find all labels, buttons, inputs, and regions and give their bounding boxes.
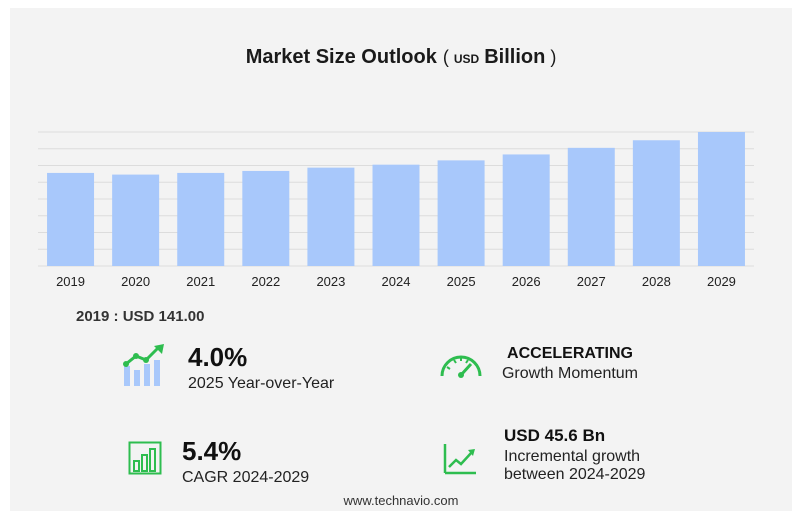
x-tick-label: 2023 <box>316 274 345 289</box>
bar-2021 <box>177 172 225 266</box>
chart-panel: Market Size Outlook( USD Billion ) 2019 2… <box>10 8 792 511</box>
x-tick-label: 2019 <box>56 274 85 289</box>
bar-2024 <box>372 164 420 266</box>
kpi-yoy: 4.0% 2025 Year-over-Year <box>188 342 334 393</box>
growth-chart-icon <box>123 344 164 386</box>
x-tick-label: 2029 <box>707 274 736 289</box>
bar-2029 <box>697 132 745 266</box>
kpi-incremental-value: USD 45.6 Bn <box>504 426 645 446</box>
bar-2028 <box>632 140 680 266</box>
kpi-cagr-caption: CAGR 2024-2029 <box>182 469 310 486</box>
x-tick-label: 2021 <box>186 274 215 289</box>
kpi-incremental-prefix: USD <box>504 426 540 445</box>
kpi-incremental-amount: 45.6 Bn <box>544 426 606 445</box>
kpi-incremental: USD 45.6 Bn Incremental growth between 2… <box>504 426 645 484</box>
kpi-incremental-caption-1: Incremental growth <box>504 448 641 465</box>
bar-2023 <box>307 167 355 266</box>
title-text: Market Size Outlook <box>245 46 437 68</box>
kpi-momentum-value: ACCELERATING <box>507 345 633 362</box>
kpi-momentum-caption: Growth Momentum <box>501 365 639 382</box>
bar-chart: 2019 2020 2021 2022 2023 2024 2025 2026 2027 2028… <box>38 131 754 289</box>
bar-2019 <box>47 172 95 266</box>
unit-big: Billion <box>484 46 546 68</box>
kpi-momentum: ACCELERATING Growth Momentum <box>495 345 645 383</box>
kpi-yoy-caption: 2025 Year-over-Year <box>188 375 335 392</box>
footer-url: www.technavio.com <box>343 493 459 508</box>
x-tick-label: 2022 <box>251 274 280 289</box>
x-axis-labels: 2019 2020 2021 2022 2023 2024 2025 2026 2027 2028… <box>56 274 736 289</box>
line-trend-icon <box>443 444 476 475</box>
x-tick-label: 2025 <box>447 274 476 289</box>
kpi-cagr: 5.4% CAGR 2024-2029 <box>182 436 309 487</box>
bar-chart-icon <box>128 441 162 475</box>
kpi-cagr-value: 5.4% <box>182 436 242 466</box>
base-year-stat: 2019 : USD 141.00 <box>76 308 205 325</box>
bar-2022 <box>242 170 290 266</box>
x-tick-label: 2020 <box>121 274 150 289</box>
chart-title: Market Size Outlook( USD Billion ) <box>10 46 792 69</box>
x-tick-label: 2026 <box>512 274 541 289</box>
bar-2026 <box>502 154 550 266</box>
title-unit: ( USD Billion ) <box>442 46 557 68</box>
bar-2020 <box>112 174 160 266</box>
speedometer-icon <box>440 355 482 378</box>
kpi-yoy-value: 4.0% <box>188 342 248 372</box>
bar-2027 <box>567 147 615 266</box>
kpi-incremental-caption-2: between 2024-2029 <box>504 466 646 483</box>
bars <box>47 132 745 266</box>
bar-2025 <box>437 160 485 266</box>
x-tick-label: 2027 <box>577 274 606 289</box>
x-tick-label: 2024 <box>382 274 411 289</box>
unit-small: USD <box>453 52 480 66</box>
x-tick-label: 2028 <box>642 274 671 289</box>
